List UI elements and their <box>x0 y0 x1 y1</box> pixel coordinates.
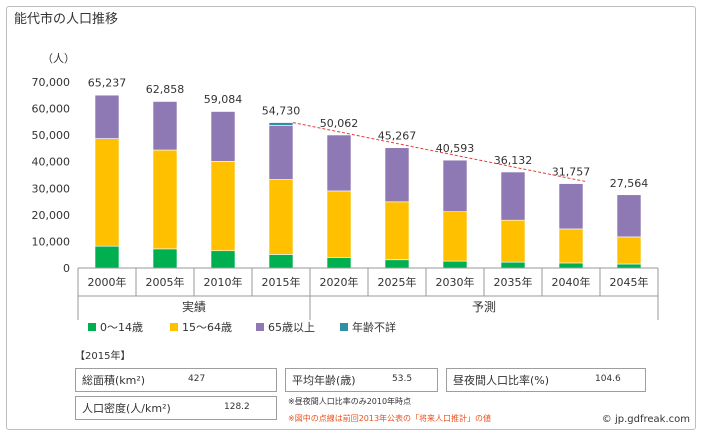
legend-swatch <box>88 323 96 331</box>
bar-segment <box>500 261 526 269</box>
bar-segment <box>616 263 642 269</box>
total-label: 27,564 <box>610 177 649 190</box>
bar-segment <box>210 110 236 112</box>
legend-swatch <box>256 323 264 331</box>
stat-area-value: 427 <box>188 374 206 384</box>
bar-segment <box>210 161 236 252</box>
x-category-label: 2020年 <box>320 275 359 289</box>
legend-swatch <box>170 323 178 331</box>
copyright: © jp.gdfreak.com <box>601 414 690 425</box>
x-category-label: 2030年 <box>436 275 475 289</box>
bar-segment <box>268 179 294 255</box>
bar-segment <box>94 94 120 96</box>
legend-label: 15～64歳 <box>182 321 232 334</box>
bar-segment <box>326 257 352 269</box>
bar-segment <box>152 248 178 269</box>
legend-label: 年齢不詳 <box>352 320 396 334</box>
total-label: 45,267 <box>378 130 417 143</box>
x-category-label: 2015年 <box>262 275 301 289</box>
bar-segment <box>384 259 410 269</box>
bar-segment <box>500 171 526 221</box>
bar-segment <box>152 100 178 102</box>
y-tick-label: 60,000 <box>32 103 71 116</box>
x-category-label: 2040年 <box>552 275 591 289</box>
stat-day-night-value: 104.6 <box>595 374 621 384</box>
bar-segment <box>558 183 584 230</box>
total-label: 40,593 <box>436 142 475 155</box>
bar-segment <box>558 228 584 264</box>
x-category-label: 2000年 <box>88 275 127 289</box>
bar-segment <box>326 190 352 258</box>
total-label: 50,062 <box>320 117 359 130</box>
chart-frame <box>6 6 696 430</box>
stat-avg-age-box: 平均年齢(歳) 53.5 <box>285 368 438 392</box>
total-label: 65,237 <box>88 77 127 90</box>
y-tick-label: 40,000 <box>32 156 71 169</box>
note-dotted-line: ※図中の点線は前回2013年公表の「将来人口推計」の値 <box>288 414 492 423</box>
y-tick-label: 20,000 <box>32 209 71 222</box>
bar-segment <box>326 134 352 192</box>
x-category-label: 2045年 <box>610 275 649 289</box>
bar-segment <box>94 94 120 139</box>
stat-avg-age-label: 平均年齢(歳) <box>292 374 356 387</box>
y-tick-label: 50,000 <box>32 129 71 142</box>
total-label: 54,730 <box>262 105 301 118</box>
total-label: 59,084 <box>204 93 243 106</box>
stat-density-box: 人口密度(人/km²) 128.2 <box>75 396 277 420</box>
bar-segment <box>268 122 294 126</box>
chart-title: 能代市の人口推移 <box>14 11 118 27</box>
y-tick-label: 10,000 <box>32 235 71 248</box>
x-category-label: 2025年 <box>378 275 417 289</box>
bar-segment <box>558 262 584 269</box>
stat-density-label: 人口密度(人/km²) <box>82 402 171 415</box>
bar-segment <box>268 254 294 269</box>
y-tick-label: 30,000 <box>32 182 71 195</box>
y-tick-label: 0 <box>63 262 70 275</box>
stat-area-label: 総面積(km²) <box>82 374 146 387</box>
note-day-night: ※昼夜間人口比率のみ2010年時点 <box>288 397 412 406</box>
y-unit-label: （人） <box>42 52 75 65</box>
bar-segment <box>442 211 468 262</box>
x-group-label: 実績 <box>182 299 206 314</box>
legend-swatch <box>340 323 348 331</box>
bar-segment <box>152 149 178 250</box>
stat-day-night-label: 昼夜間人口比率(%) <box>453 374 550 387</box>
stats-year-header: 【2015年】 <box>75 351 131 362</box>
stat-avg-age-value: 53.5 <box>392 374 413 384</box>
x-group-label: 予測 <box>472 300 496 314</box>
bar-segment <box>384 147 410 203</box>
bar-segment <box>500 219 526 263</box>
bar-segment <box>152 100 178 151</box>
bar-segment <box>616 194 642 238</box>
legend-label: 65歳以上 <box>268 321 315 334</box>
bar-segment <box>210 250 236 269</box>
x-category-label: 2005年 <box>146 275 185 289</box>
x-category-label: 2010年 <box>204 275 243 289</box>
y-tick-label: 70,000 <box>32 76 71 89</box>
legend-label: 0～14歳 <box>100 321 143 334</box>
bar-segment <box>442 260 468 269</box>
x-category-label: 2035年 <box>494 275 533 289</box>
stat-day-night-box: 昼夜間人口比率(%) 104.6 <box>446 368 646 392</box>
bar-segment <box>94 245 120 269</box>
stat-area-box: 総面積(km²) 427 <box>75 368 277 392</box>
total-label: 62,858 <box>146 83 185 96</box>
bar-segment <box>210 110 236 162</box>
stat-density-value: 128.2 <box>224 402 250 412</box>
bar-segment <box>268 125 294 180</box>
bar-segment <box>616 236 642 265</box>
bar-segment <box>94 138 120 247</box>
total-label: 31,757 <box>552 166 591 179</box>
total-label: 36,132 <box>494 154 533 167</box>
bar-segment <box>442 159 468 212</box>
bar-segment <box>384 201 410 261</box>
